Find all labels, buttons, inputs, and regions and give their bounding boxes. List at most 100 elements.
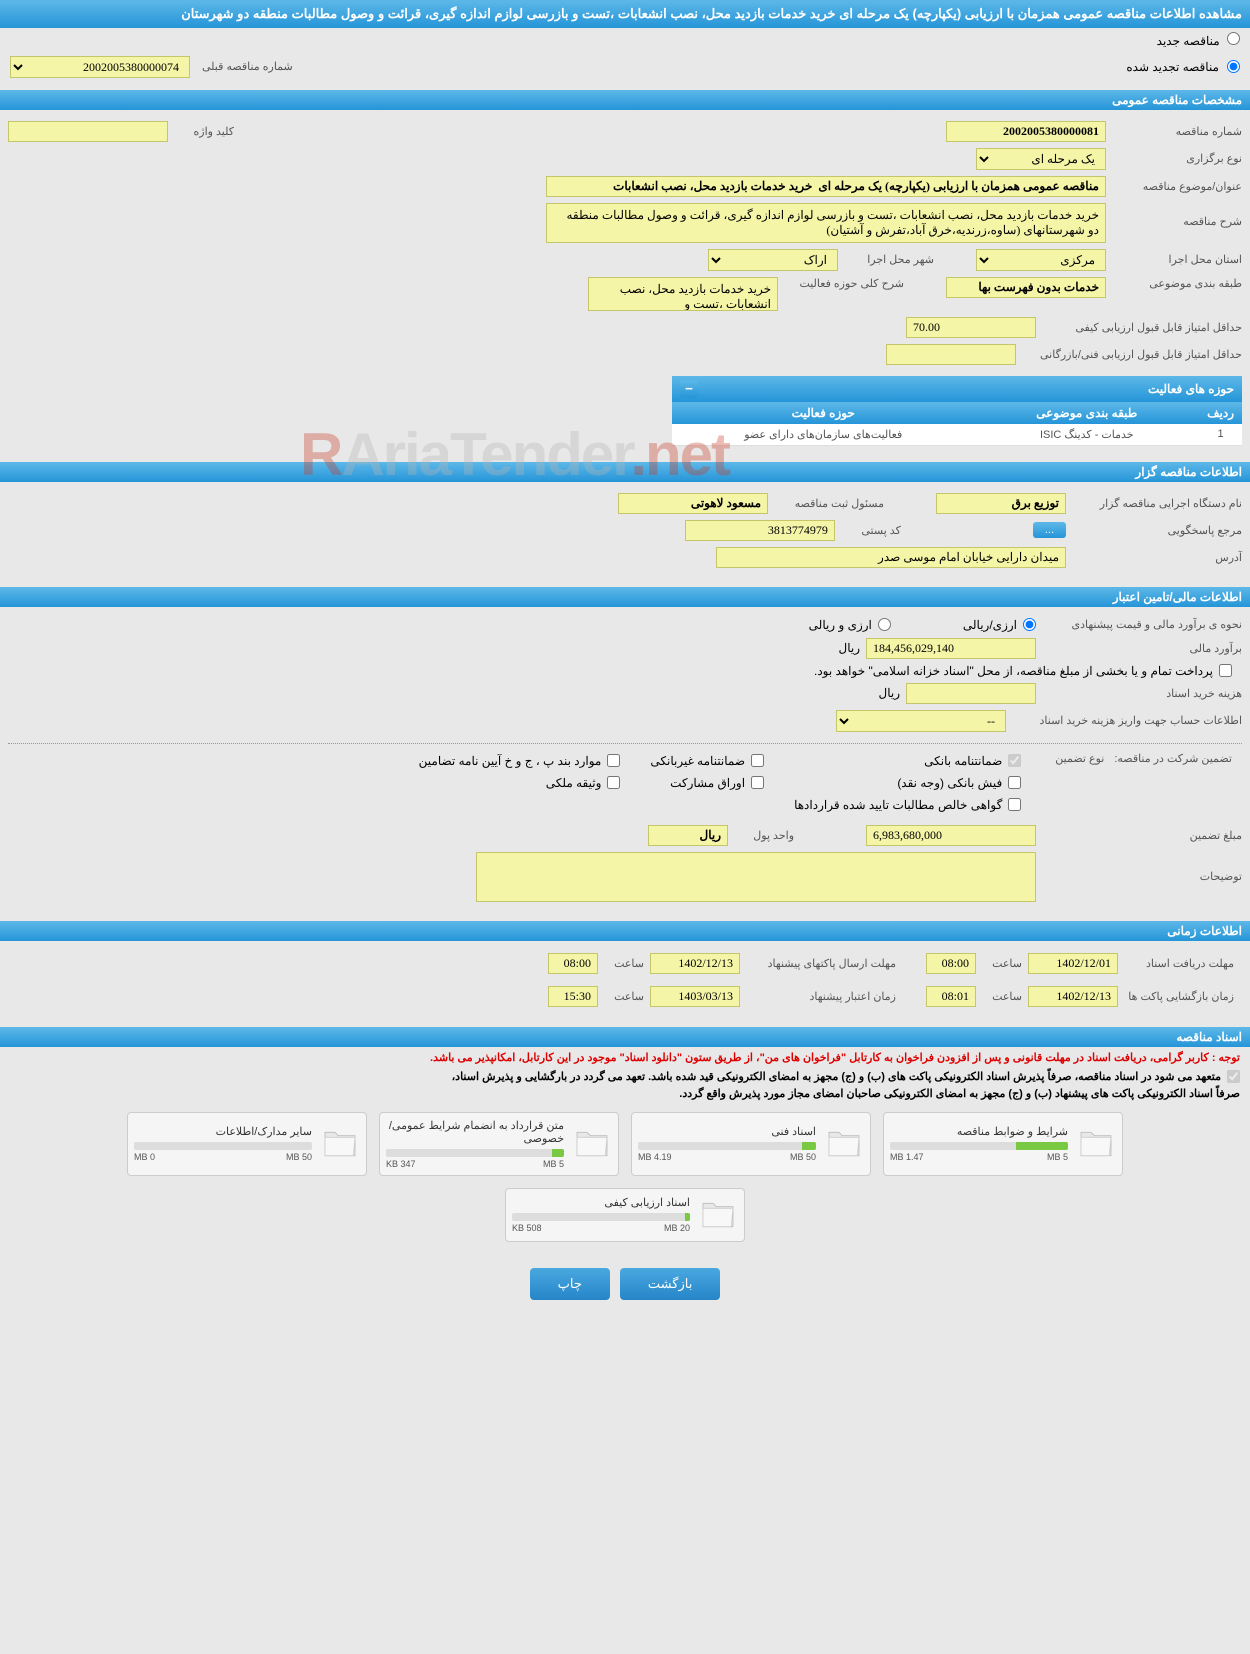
min-tech-input[interactable] <box>886 344 1016 365</box>
doc-total: 50 MB <box>790 1152 816 1162</box>
doc-cost-label: هزینه خرید اسناد <box>1042 687 1242 700</box>
rial-label: ارزی/ریالی <box>963 618 1017 632</box>
renewed-tender-radio[interactable] <box>1227 60 1240 73</box>
method-label: نحوه ی برآورد مالی و قیمت پیشنهادی <box>1042 618 1242 631</box>
subject-input[interactable] <box>546 176 1106 197</box>
doc-total: 20 MB <box>664 1223 690 1233</box>
currency-unit: ریال <box>838 641 860 655</box>
send-date-input[interactable] <box>650 953 740 974</box>
cash-cb[interactable] <box>1008 776 1021 789</box>
address-input[interactable] <box>716 547 1066 568</box>
time-label-3: ساعت <box>982 990 1022 1003</box>
bank-cb[interactable] <box>1008 754 1021 767</box>
estimate-input[interactable] <box>866 638 1036 659</box>
min-quality-input[interactable] <box>906 317 1036 338</box>
scope-desc-label: شرح کلی حوزه فعالیت <box>784 277 904 290</box>
doc-title: اسناد فنی <box>638 1125 816 1138</box>
doc-card[interactable]: شرایط و ضوابط مناقصه 5 MB1.47 MB <box>883 1112 1123 1176</box>
receive-time-input[interactable] <box>926 953 976 974</box>
prev-tender-label: شماره مناقصه قبلی <box>198 60 293 73</box>
time-label-1: ساعت <box>982 957 1022 970</box>
account-label: اطلاعات حساب جهت واریز هزینه خرید اسناد <box>1012 714 1242 727</box>
rial-radio[interactable] <box>1023 618 1036 631</box>
guarantee-amount-input[interactable] <box>866 825 1036 846</box>
prev-tender-select[interactable]: 2002005380000074 <box>10 56 190 78</box>
doc-card[interactable]: اسناد فنی 50 MB 4.19 MB <box>631 1112 871 1176</box>
guarantee-amount-label: مبلغ تضمین <box>1042 829 1242 842</box>
unit-input[interactable] <box>648 825 728 846</box>
section-docs: اسناد مناقصه <box>0 1027 1250 1047</box>
doc-title: اسناد ارزیابی کیفی <box>512 1196 690 1209</box>
col-category: طبقه بندی موضوعی <box>974 402 1199 424</box>
doc-total: 5 MB <box>1047 1152 1068 1162</box>
response-ref-button[interactable]: ... <box>1033 522 1066 538</box>
city-label: شهر محل اجرا <box>844 253 934 266</box>
keyword-label: کلید واژه <box>174 125 234 138</box>
doc-card[interactable]: اسناد ارزیابی کیفی 20 MB 508 KB <box>505 1188 745 1242</box>
receive-deadline-label: مهلت دریافت اسناد <box>1124 957 1234 970</box>
nonbank-cb[interactable] <box>751 754 764 767</box>
back-button[interactable]: بازگشت <box>620 1268 720 1300</box>
response-ref-label: مرجع پاسخگویی <box>1072 524 1242 537</box>
scope-desc-textarea[interactable]: خرید خدمات بازدید محل، نصب انشعابات ،تست… <box>588 277 778 311</box>
doc-card[interactable]: سایر مدارک/اطلاعات 50 MB0 MB <box>127 1112 367 1176</box>
doc-title: سایر مدارک/اطلاعات <box>134 1125 312 1138</box>
address-label: آدرس <box>1072 551 1242 564</box>
province-label: استان محل اجرا <box>1112 253 1242 266</box>
validity-date-input[interactable] <box>650 986 740 1007</box>
notes-textarea[interactable] <box>476 852 1036 902</box>
commit1-text: متعهد می شود در اسناد مناقصه، صرفاً پذیر… <box>452 1070 1221 1083</box>
appendix-cb[interactable] <box>607 754 620 767</box>
doc-title: متن قرارداد به انضمام شرایط عمومی/خصوصی <box>386 1119 564 1145</box>
section-timing: اطلاعات زمانی <box>0 921 1250 941</box>
opening-date-input[interactable] <box>1028 986 1118 1007</box>
currency-radio[interactable] <box>878 618 891 631</box>
keyword-input[interactable] <box>8 121 168 142</box>
notes-label: توضیحات <box>1042 852 1242 883</box>
receive-date-input[interactable] <box>1028 953 1118 974</box>
doc-used: 4.19 MB <box>638 1152 672 1162</box>
bonds-cb[interactable] <box>751 776 764 789</box>
desc-textarea[interactable]: خرید خدمات بازدید محل، نصب انشعابات ،تست… <box>546 203 1106 243</box>
validity-time-input[interactable] <box>548 986 598 1007</box>
estimate-label: برآورد مالی <box>1042 642 1242 655</box>
doc-card[interactable]: متن قرارداد به انضمام شرایط عمومی/خصوصی … <box>379 1112 619 1176</box>
city-select[interactable]: اراک <box>708 249 838 271</box>
deed-cb[interactable] <box>607 776 620 789</box>
print-button[interactable]: چاپ <box>530 1268 610 1300</box>
category-label: طبقه بندی موضوعی <box>1112 277 1242 290</box>
desc-label: شرح مناقصه <box>1112 203 1242 228</box>
send-time-input[interactable] <box>548 953 598 974</box>
postal-input[interactable] <box>685 520 835 541</box>
time-label-2: ساعت <box>604 957 644 970</box>
agency-input[interactable] <box>936 493 1066 514</box>
col-scope: حوزه فعالیت <box>672 402 974 424</box>
payment-note: پرداخت تمام و یا بخشی از مبلغ مناقصه، از… <box>814 664 1213 678</box>
section-financial: اطلاعات مالی/تامین اعتبار <box>0 587 1250 607</box>
responsible-input[interactable] <box>618 493 768 514</box>
doc-used: 508 KB <box>512 1223 542 1233</box>
treasury-checkbox[interactable] <box>1219 664 1232 677</box>
tender-no-input[interactable] <box>946 121 1106 142</box>
folder-icon <box>698 1195 738 1235</box>
agency-label: نام دستگاه اجرایی مناقصه گزار <box>1072 497 1242 510</box>
category-input[interactable] <box>946 277 1106 298</box>
doc-total: 50 MB <box>286 1152 312 1162</box>
col-row: ردیف <box>1199 402 1242 424</box>
responsible-label: مسئول ثبت مناقصه <box>774 497 884 510</box>
renewed-tender-label: مناقصه تجدید شده <box>1126 60 1219 74</box>
doc-cost-input[interactable] <box>906 683 1036 704</box>
opening-time-input[interactable] <box>926 986 976 1007</box>
cert-cb[interactable] <box>1008 798 1021 811</box>
guarantee-type-sub: نوع تضمین <box>1051 752 1104 814</box>
account-select[interactable]: -- <box>836 710 1006 732</box>
province-select[interactable]: مرکزی <box>976 249 1106 271</box>
new-tender-radio[interactable] <box>1227 32 1240 45</box>
type-select[interactable]: یک مرحله ای <box>976 148 1106 170</box>
new-tender-label: مناقصه جدید <box>1157 34 1220 48</box>
commit1-cb[interactable] <box>1227 1070 1240 1083</box>
page-title: مشاهده اطلاعات مناقصه عمومی همزمان با ار… <box>0 0 1250 28</box>
collapse-button[interactable]: − <box>680 380 698 398</box>
unit-label: واحد پول <box>734 829 794 842</box>
opening-label: زمان بازگشایی پاکت ها <box>1124 990 1234 1003</box>
